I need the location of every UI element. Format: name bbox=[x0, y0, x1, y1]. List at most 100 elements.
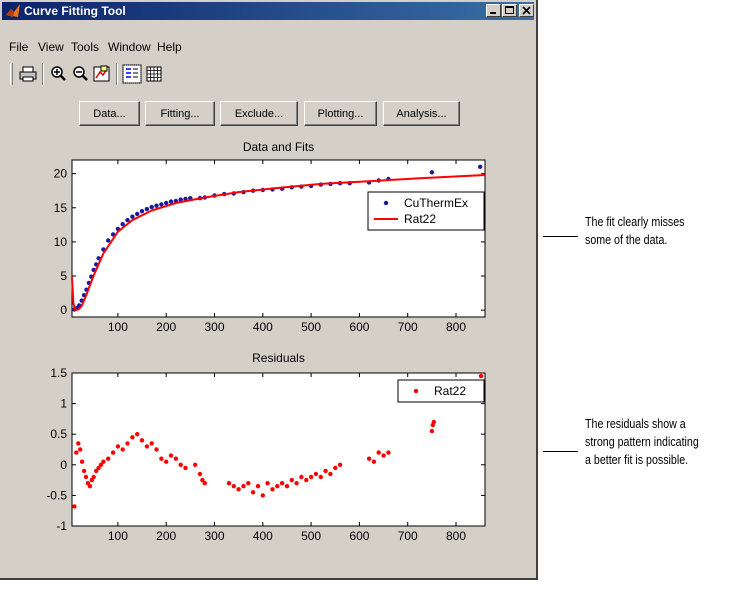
x-tick-label: 500 bbox=[301, 529, 321, 543]
data-point bbox=[74, 450, 79, 455]
print-icon[interactable] bbox=[18, 64, 38, 84]
data-point bbox=[197, 471, 203, 477]
data-point bbox=[87, 484, 93, 489]
data-point bbox=[289, 477, 294, 483]
data-point bbox=[431, 419, 436, 425]
x-tick-label: 200 bbox=[156, 320, 176, 334]
data-point bbox=[154, 447, 159, 452]
data-point bbox=[149, 441, 154, 446]
data-point bbox=[101, 459, 106, 464]
minimize-icon bbox=[490, 12, 496, 14]
residuals-callout-line-2: strong pattern indicating bbox=[585, 434, 699, 449]
data-point bbox=[429, 428, 435, 434]
data-point bbox=[333, 465, 338, 471]
fit-callout-line bbox=[543, 236, 578, 237]
residuals-callout-line bbox=[543, 451, 578, 452]
y-tick-label: -0.5 bbox=[46, 488, 67, 502]
data-point bbox=[260, 493, 265, 498]
data-and-fits-chart[interactable]: Data and Fits 100 200 300 400 500 600 700 800 0 5 1… bbox=[54, 140, 486, 334]
x-tick-label: 300 bbox=[204, 529, 224, 543]
data-button[interactable]: Data... bbox=[79, 101, 140, 126]
y-tick-label: -1 bbox=[56, 519, 67, 533]
residuals-chart[interactable]: Residuals 100 200 300 400 500 600 700 800 -1 -0.5 0… bbox=[46, 351, 486, 543]
data-point bbox=[202, 481, 207, 486]
residuals-callout: The residuals show a strong pattern indi… bbox=[585, 415, 699, 469]
close-icon bbox=[522, 6, 531, 15]
data-point bbox=[106, 238, 111, 243]
zoom-in-icon[interactable] bbox=[48, 64, 68, 84]
menu-tools[interactable]: Tools bbox=[71, 40, 100, 54]
fitting-button[interactable]: Fitting... bbox=[145, 101, 215, 126]
legend-toggle-icon[interactable] bbox=[122, 64, 142, 84]
toolbar-grip[interactable] bbox=[10, 63, 13, 85]
data-point bbox=[250, 490, 256, 495]
x-tick-label: 700 bbox=[398, 529, 418, 543]
data-point bbox=[130, 435, 135, 440]
data-point bbox=[241, 484, 246, 489]
data-point bbox=[159, 202, 164, 207]
data-point bbox=[79, 459, 85, 464]
x-tick-label: 400 bbox=[253, 320, 273, 334]
analysis-button[interactable]: Analysis... bbox=[383, 101, 460, 126]
chart-title: Residuals bbox=[252, 351, 305, 365]
toolbar-separator bbox=[116, 63, 118, 85]
data-point bbox=[178, 197, 183, 202]
menu-help[interactable]: Help bbox=[157, 40, 182, 54]
data-point bbox=[246, 481, 251, 486]
menu-window[interactable]: Window bbox=[108, 40, 151, 54]
data-point bbox=[193, 462, 198, 467]
fit-callout-line-1: The fit clearly misses bbox=[585, 214, 685, 229]
menu-view[interactable]: View bbox=[38, 40, 64, 54]
x-tick-label: 100 bbox=[108, 320, 128, 334]
zoom-out-icon[interactable] bbox=[70, 64, 90, 84]
data-point bbox=[164, 200, 169, 206]
data-point bbox=[91, 474, 96, 480]
x-tick-label: 100 bbox=[108, 529, 128, 543]
data-point bbox=[173, 456, 179, 461]
data-point bbox=[231, 484, 236, 489]
menu-file[interactable]: File bbox=[9, 40, 29, 54]
fit-callout: The fit clearly misses some of the data. bbox=[585, 213, 685, 249]
maximize-button[interactable] bbox=[502, 4, 517, 17]
plotting-button[interactable]: Plotting... bbox=[304, 101, 377, 126]
exclude-button[interactable]: Exclude... bbox=[220, 101, 298, 126]
data-point bbox=[76, 441, 81, 446]
minimize-button[interactable] bbox=[486, 4, 501, 17]
data-cursor-icon[interactable] bbox=[92, 64, 112, 84]
data-point bbox=[308, 474, 314, 480]
data-point bbox=[106, 456, 111, 461]
data-point bbox=[78, 447, 83, 452]
matlab-app-icon bbox=[6, 4, 20, 17]
data-point bbox=[270, 487, 275, 492]
legend-label: Rat22 bbox=[404, 212, 436, 226]
legend-label: CuThermEx bbox=[404, 196, 468, 210]
data-point bbox=[478, 373, 484, 379]
residuals-callout-line-1: The residuals show a bbox=[585, 416, 686, 431]
data-point bbox=[183, 465, 188, 471]
data-point bbox=[135, 211, 140, 217]
close-button[interactable] bbox=[519, 4, 534, 17]
grid-toggle-icon[interactable] bbox=[144, 64, 164, 84]
data-point bbox=[139, 438, 145, 443]
data-point bbox=[200, 477, 205, 483]
residuals-callout-line-3: a better fit is possible. bbox=[585, 452, 689, 467]
legend-box bbox=[397, 379, 485, 403]
data-point bbox=[125, 217, 130, 223]
data-point bbox=[323, 468, 328, 474]
y-tick-label: 5 bbox=[60, 269, 67, 283]
y-tick-label: 0.5 bbox=[50, 427, 67, 441]
x-tick-label: 600 bbox=[349, 529, 369, 543]
data-point bbox=[381, 453, 386, 458]
data-point bbox=[371, 459, 377, 464]
data-point bbox=[72, 504, 77, 509]
data-point bbox=[164, 459, 169, 464]
title-bar[interactable]: Curve Fitting Tool bbox=[2, 2, 534, 20]
data-point bbox=[313, 471, 319, 477]
data-point bbox=[386, 450, 391, 455]
data-point bbox=[279, 481, 285, 486]
window-title: Curve Fitting Tool bbox=[24, 4, 126, 18]
data-point bbox=[265, 481, 270, 486]
data-point bbox=[429, 170, 435, 175]
data-point bbox=[130, 214, 135, 219]
